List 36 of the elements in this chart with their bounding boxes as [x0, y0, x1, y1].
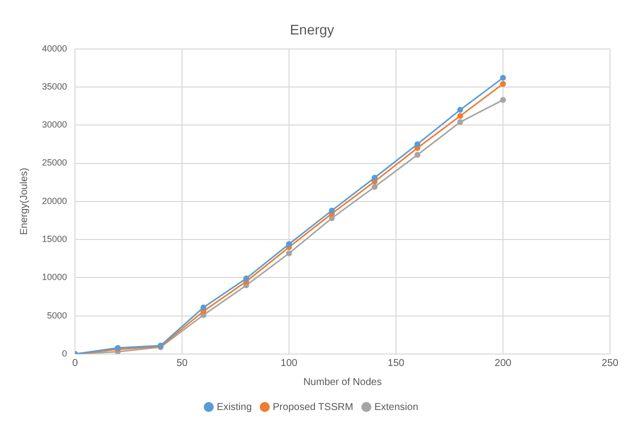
point [286, 241, 292, 248]
x-tick-label: 250 [602, 358, 619, 369]
chart-title: Energy [290, 21, 334, 38]
point [414, 141, 420, 148]
y-tick-label: 15000 [42, 234, 68, 244]
point [500, 96, 506, 103]
point [457, 112, 464, 119]
legend-label: Proposed TSSRM [272, 402, 354, 413]
y-tick-label: 40000 [42, 43, 68, 54]
point [328, 208, 335, 214]
y-tick-label: 5000 [46, 310, 68, 320]
legend-label: Extension [374, 402, 418, 413]
y-tick-label: 10000 [42, 272, 68, 282]
point [372, 184, 378, 190]
x-tick-label: 0 [72, 358, 78, 369]
legend-label: Existing [216, 402, 252, 413]
y-axis-title: Energy(Joules) [18, 168, 30, 236]
x-tick-label: 50 [176, 358, 188, 369]
y-tick-label: 25000 [42, 158, 68, 168]
x-tick-label: 150 [388, 358, 405, 369]
y-tick-label: 30000 [42, 120, 68, 130]
point [414, 152, 420, 158]
x-tick-label: 100 [280, 358, 298, 369]
y-tick-label: 0 [62, 348, 68, 358]
point [200, 304, 206, 310]
y-tick-label: 20000 [42, 196, 68, 206]
y-tick-label: 35000 [42, 81, 68, 92]
point [286, 250, 292, 256]
point [500, 80, 506, 87]
x-axis-title: Number of Nodes [303, 376, 382, 388]
point [243, 276, 250, 282]
point [457, 119, 464, 125]
point [457, 106, 464, 113]
point [372, 174, 378, 181]
x-tick-label: 200 [494, 358, 512, 369]
point [500, 74, 506, 81]
